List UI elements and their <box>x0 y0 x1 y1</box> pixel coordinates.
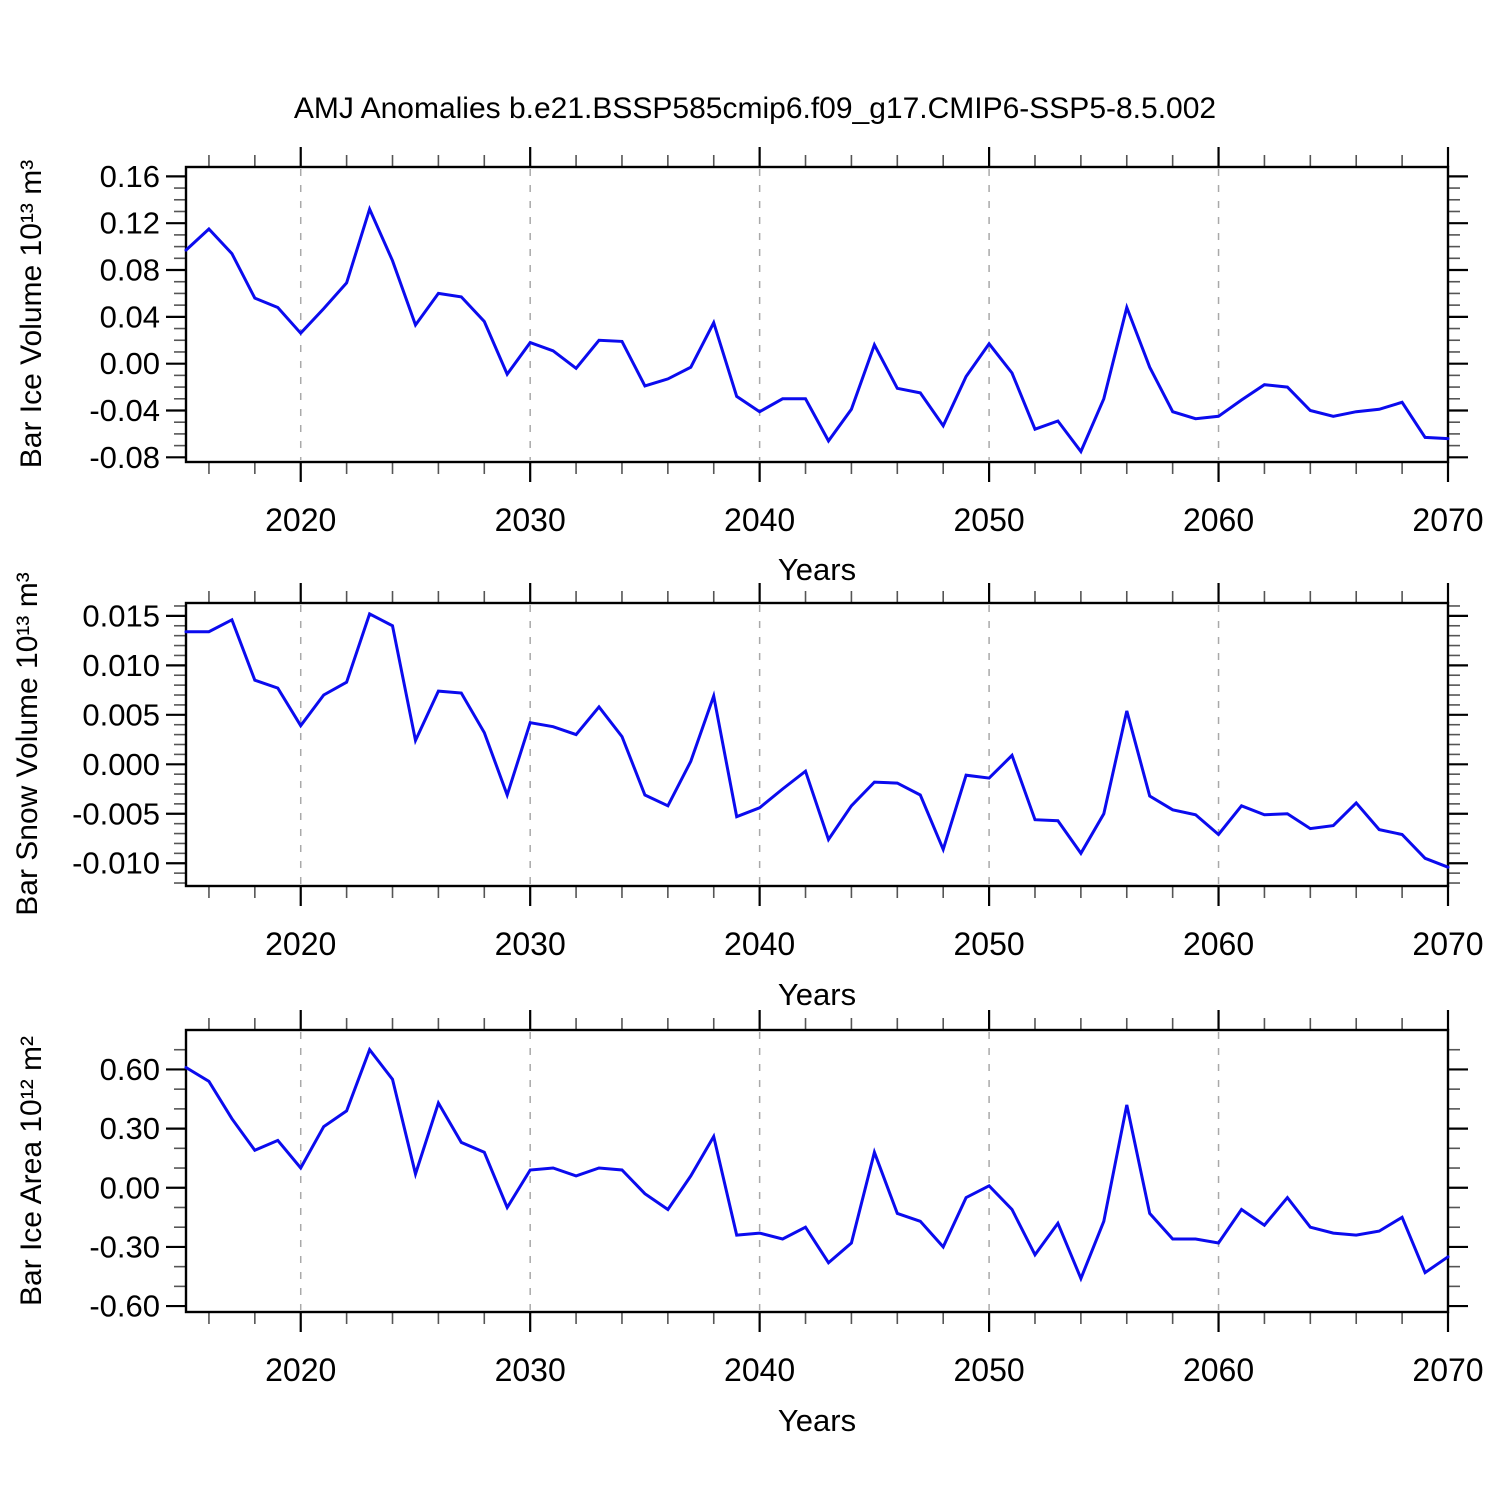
y-tick-label: -0.010 <box>72 846 160 881</box>
y-tick-label: -0.04 <box>89 393 160 428</box>
y-tick-label: 0.010 <box>82 648 160 683</box>
x-tick-label: 2050 <box>953 1352 1024 1388</box>
x-axis-label-years-panel3: Years <box>777 1403 857 1438</box>
x-tick-label: 2020 <box>265 502 336 538</box>
x-tick-label: 2050 <box>953 502 1024 538</box>
plot-frame <box>184 1028 1450 1314</box>
chart-title: AMJ Anomalies b.e21.BSSP585cmip6.f09_g17… <box>293 92 1217 125</box>
data-series-line <box>184 611 1450 869</box>
x-tick-label: 2060 <box>1183 926 1254 962</box>
y-tick-label: -0.30 <box>89 1229 160 1264</box>
x-tick-label: 2040 <box>724 1352 795 1388</box>
x-tick-label: 2070 <box>1412 926 1483 962</box>
x-axis-label-years-panel2: Years <box>777 977 857 1012</box>
x-tick-label: 2070 <box>1412 1352 1483 1388</box>
x-tick-label: 2040 <box>724 502 795 538</box>
y-tick-label: -0.60 <box>89 1289 160 1324</box>
x-tick-label: 2030 <box>495 926 566 962</box>
y-tick-label: 0.16 <box>100 159 160 194</box>
panel-3: 0.60 0.30 0.00 -0.30 -0.60 2020 2030 2040 2050 20… <box>89 1010 1484 1388</box>
x-tick-label: 2020 <box>265 926 336 962</box>
y-tick-label: 0.00 <box>100 1170 160 1205</box>
y-tick-label: -0.005 <box>72 796 160 831</box>
x-tick-label: 2030 <box>495 1352 566 1388</box>
x-tick-label: 2070 <box>1412 502 1483 538</box>
x-tick-label: 2040 <box>724 926 795 962</box>
y-tick-label: 0.00 <box>100 346 160 381</box>
plot-frame <box>184 165 1450 464</box>
x-tick-label: 2060 <box>1183 1352 1254 1388</box>
x-tick-label: 2030 <box>495 502 566 538</box>
x-axis-label-years-panel1: Years <box>777 552 857 587</box>
x-tick-label: 2050 <box>953 926 1024 962</box>
plot-frame <box>184 601 1450 888</box>
y-tick-label: 0.000 <box>82 747 160 782</box>
y-tick-label: 0.08 <box>100 253 160 288</box>
y-tick-label: 0.12 <box>100 206 160 241</box>
data-series-line <box>184 204 1450 455</box>
x-tick-label: 2060 <box>1183 502 1254 538</box>
y-tick-label: 0.04 <box>100 299 160 334</box>
y-tick-label: 0.30 <box>100 1111 160 1146</box>
x-tick-label: 2020 <box>265 1352 336 1388</box>
y-tick-label: 0.60 <box>100 1052 160 1087</box>
panel-2: 0.015 0.010 0.005 0.000 -0.005 -0.010 2020 2030… <box>72 583 1484 962</box>
y-tick-label: 0.015 <box>82 598 160 633</box>
y-tick-label: 0.005 <box>82 697 160 732</box>
panel-1: 0.16 0.12 0.08 0.04 0.00 -0.04 -0.08 2020 2030 20… <box>89 147 1484 538</box>
data-series-line <box>184 1046 1450 1283</box>
y-tick-label: -0.08 <box>89 440 160 475</box>
